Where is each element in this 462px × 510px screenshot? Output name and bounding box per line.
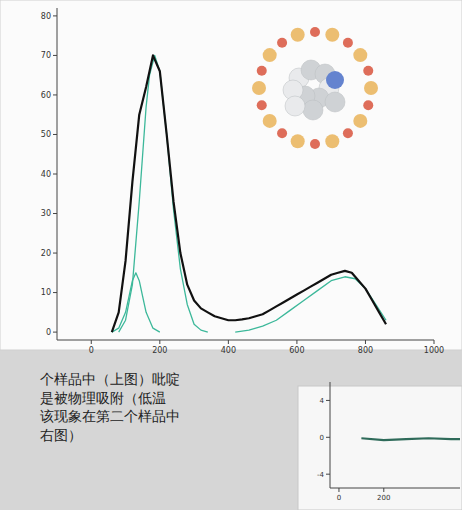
y-tick-label: 80: [41, 12, 51, 21]
atom: [257, 66, 267, 76]
chart: -4 0 4 0 200: [317, 382, 460, 502]
caption-line: 是被物理吸附（低温: [40, 390, 166, 406]
x-tick: [159, 340, 160, 344]
atom: [325, 134, 339, 148]
x-tick: [365, 340, 366, 344]
y-tick-label: 50: [41, 130, 51, 139]
x-tick: [91, 340, 92, 344]
y-tick: [53, 55, 57, 56]
x-tick: [296, 340, 297, 344]
caption-line: 个样品中（上图）吡啶: [40, 371, 180, 387]
y-tick: [53, 253, 57, 254]
atom: [303, 100, 323, 120]
y-tick-label: 70: [41, 51, 51, 60]
atom: [310, 27, 320, 37]
page: 0102030405060708002004006008001000-40402…: [0, 0, 462, 510]
atom: [343, 38, 353, 48]
atom: [325, 92, 345, 112]
inset-panel: [298, 386, 462, 510]
y-tick: [53, 213, 57, 214]
atom: [363, 66, 373, 76]
x-tick-label: 600: [289, 346, 304, 355]
x-tick-label: 200: [152, 346, 167, 355]
y-tick: [53, 134, 57, 135]
atom: [252, 81, 266, 95]
y-tick: [326, 400, 330, 401]
atom: [343, 128, 353, 138]
y-tick: [53, 332, 57, 333]
x-tick: [383, 488, 384, 492]
atom: [285, 96, 305, 116]
atom: [353, 114, 367, 128]
series-line: [112, 55, 386, 332]
atom: [277, 128, 287, 138]
y-tick: [53, 174, 57, 175]
atom: [291, 134, 305, 148]
atom: [291, 28, 305, 42]
atom: [277, 38, 287, 48]
x-tick-label: 800: [358, 346, 373, 355]
series-line: [361, 438, 460, 440]
y-tick-label: 20: [41, 249, 51, 258]
x-tick-label: 0: [337, 494, 341, 502]
y-tick-label: 30: [41, 209, 51, 218]
x-tick-label: 400: [221, 346, 236, 355]
chart: 0102030405060708002004006008001000: [41, 8, 444, 355]
y-tick: [326, 437, 330, 438]
y-tick-label: 40: [41, 170, 51, 179]
atom: [353, 48, 367, 62]
y-tick-label: -4: [317, 471, 325, 479]
atom: [325, 28, 339, 42]
atom: [263, 48, 277, 62]
y-tick-label: 10: [41, 288, 51, 297]
x-axis: [57, 340, 434, 341]
y-tick: [53, 292, 57, 293]
data-group: [112, 55, 386, 332]
atom: [363, 100, 373, 110]
x-tick-label: 1000: [424, 346, 444, 355]
atom: [326, 71, 344, 89]
atom: [257, 100, 267, 110]
x-tick: [338, 488, 339, 492]
caption-line: 右图）: [40, 427, 82, 443]
atom: [310, 139, 320, 149]
background: [0, 0, 462, 510]
y-tick-label: 0: [46, 328, 51, 337]
y-tick-label: 0: [320, 434, 324, 442]
x-tick: [228, 340, 229, 344]
x-axis: [330, 488, 460, 489]
y-tick: [53, 94, 57, 95]
main-panel: [0, 0, 462, 350]
x-tick-label: 0: [89, 346, 94, 355]
molecule-image: [252, 27, 378, 149]
data-group: [361, 438, 460, 440]
y-tick: [326, 474, 330, 475]
y-tick-label: 4: [320, 397, 325, 405]
x-tick: [434, 340, 435, 344]
y-tick-label: 60: [41, 91, 51, 100]
atom: [263, 114, 277, 128]
x-tick-label: 200: [377, 494, 390, 502]
atom: [364, 81, 378, 95]
y-axis: [330, 382, 331, 488]
caption-line: 该现象在第二个样品中: [40, 408, 180, 424]
y-tick: [53, 15, 57, 16]
